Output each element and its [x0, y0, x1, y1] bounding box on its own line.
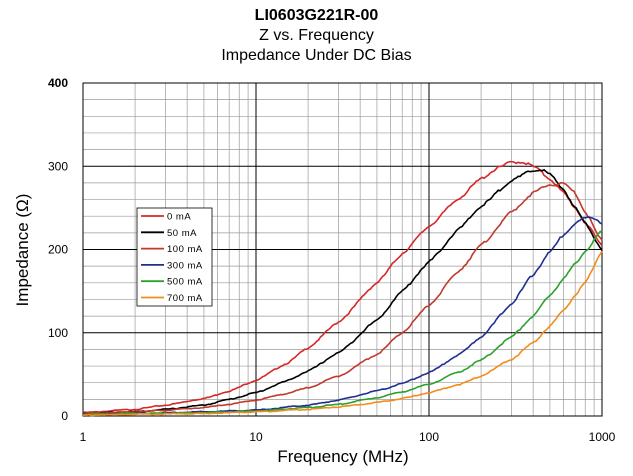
x-axis-label: Frequency (MHz) — [277, 447, 408, 466]
x-tick-label: 10 — [249, 430, 263, 444]
legend: 0 mA 50 mA 100 mA 300 mA 500 mA 700 mA — [136, 207, 213, 307]
x-tick-labels: 1 10 100 1000 — [80, 430, 616, 444]
series-line-0-ma — [82, 160, 603, 414]
y-tick-label: 300 — [48, 159, 68, 173]
y-tick-label: 0 — [61, 409, 68, 423]
y-axis-label: Impedance (Ω) — [13, 194, 32, 307]
chart-title: LI0603G221R-00 — [254, 7, 379, 24]
x-tick-label: 1 — [80, 430, 87, 444]
series-line-700-ma — [82, 251, 603, 417]
x-tick-label: 100 — [419, 430, 439, 444]
legend-box — [136, 207, 213, 307]
series-line-100-ma — [82, 181, 603, 415]
series-line-50-ma — [82, 168, 603, 415]
legend-label: 100 mA — [167, 244, 203, 255]
x-tick-label: 1000 — [589, 430, 616, 444]
y-tick-label: 200 — [48, 243, 68, 257]
legend-label: 0 mA — [167, 212, 191, 223]
y-tick-label: 100 — [48, 326, 68, 340]
chart-subtitle: Z vs. Frequency — [259, 27, 374, 44]
y-tick-labels: 0 100 200 300 400 — [48, 76, 68, 423]
chart-subtitle-2: Impedance Under DC Bias — [221, 47, 412, 64]
legend-label: 50 mA — [167, 228, 197, 239]
legend-label: 500 mA — [167, 277, 203, 288]
series-line-300-ma — [82, 215, 603, 416]
y-tick-label: 400 — [48, 76, 68, 90]
chart-title-block: LI0603G221R-00 Z vs. Frequency Impedance… — [0, 6, 633, 66]
legend-label: 700 mA — [167, 293, 203, 304]
legend-label: 300 mA — [167, 260, 203, 271]
data-series — [82, 160, 603, 417]
